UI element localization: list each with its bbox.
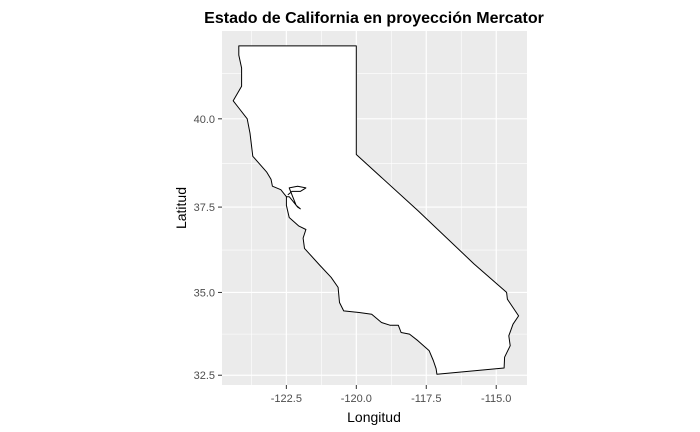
california-state-outline (232, 45, 520, 375)
y-tick-label: 35.0 (194, 287, 215, 299)
x-axis-title: Longitud (347, 409, 401, 425)
y-tick-label: 37.5 (194, 202, 215, 214)
x-tick-label: -122.5 (271, 393, 302, 405)
y-tick-label: 40.0 (194, 114, 215, 126)
y-tick-label: 32.5 (194, 370, 215, 382)
y-axis: 32.5 35.0 37.5 40.0 (194, 114, 222, 382)
map-layer (232, 45, 520, 375)
san-francisco-bay-outline (286, 185, 307, 210)
y-axis-title: Latitud (173, 187, 189, 229)
x-tick-label: -115.0 (481, 393, 511, 405)
x-axis: -122.5 -120.0 -117.5 -115.0 (271, 385, 511, 405)
x-tick-label: -117.5 (411, 393, 441, 405)
chart-title: Estado de California en proyección Merca… (204, 10, 544, 27)
x-tick-label: -120.0 (341, 393, 372, 405)
